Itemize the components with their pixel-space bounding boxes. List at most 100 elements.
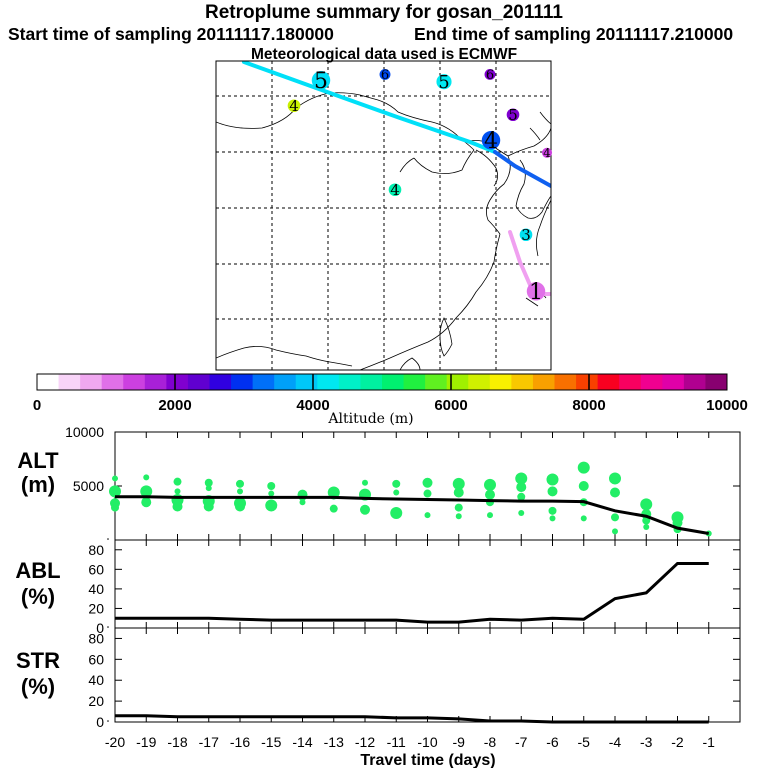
colorbar-cell (231, 374, 254, 390)
x-axis-label: Travel time (days) (360, 752, 495, 768)
altitude-point (518, 510, 525, 516)
panel-ylabel: ABL (15, 558, 60, 583)
altitude-point (484, 478, 496, 491)
colorbar-cell (554, 374, 577, 390)
trajectory-marker (287, 99, 301, 113)
colorbar-cell (640, 374, 663, 390)
altitude-point (423, 489, 432, 498)
chart-title: Retroplume summary for gosan_201111 (205, 2, 563, 23)
trajectory-marker (519, 228, 533, 242)
altitude-point (235, 501, 245, 512)
x-tick-label: -16 (230, 734, 250, 750)
altitude-point (390, 507, 403, 519)
colorbar-cell (446, 374, 469, 390)
x-tick-label: -13 (324, 734, 344, 750)
colorbar-cell (101, 374, 124, 390)
y-tick-label: 60 (88, 651, 104, 667)
trajectory-marker (436, 74, 452, 90)
map-frame (215, 60, 552, 371)
y-tick-label: 80 (88, 630, 104, 646)
panel-ylabel: (%) (21, 584, 55, 609)
trajectory-label: 4 (484, 129, 498, 154)
panel-frame (114, 627, 741, 723)
altitude-point (265, 499, 278, 512)
colorbar-tick-label: 6000 (434, 397, 467, 414)
map-gridlines (216, 61, 551, 370)
altitude-point (577, 461, 590, 474)
trajectory-label: 6 (381, 68, 389, 83)
trajectory-label: 4 (543, 146, 551, 160)
colorbar-cell (317, 374, 340, 390)
altitude-point (422, 477, 433, 488)
trajectory-label: 3 (521, 226, 531, 244)
x-tick-label: -11 (387, 734, 406, 750)
trajectory-marker (541, 147, 553, 158)
x-tick-label: -14 (292, 734, 312, 750)
x-tick-label: -12 (355, 734, 375, 750)
x-tick-label: -18 (167, 734, 187, 750)
altitude-point (487, 512, 493, 519)
altitude-point (453, 487, 464, 498)
trajectory-marker (388, 183, 402, 197)
altitude-point (299, 499, 306, 506)
trajectory-label: 5 (314, 69, 328, 94)
colorbar-cell (123, 374, 146, 390)
panel-frame (114, 539, 741, 629)
colorbar-tick-label: 2000 (158, 397, 191, 414)
origin-marker (107, 720, 109, 722)
x-tick-label: -10 (417, 734, 437, 750)
altitude-point (392, 479, 401, 488)
trajectory-path-blue (493, 150, 551, 188)
colorbar-cell (338, 374, 361, 390)
colorbar-cell (576, 374, 599, 390)
colorbar-label: Altitude (m) (327, 411, 413, 427)
altitude-point (424, 512, 431, 519)
x-tick-label: -2 (671, 734, 684, 750)
trajectory-marker (526, 282, 546, 301)
panel-ylabel: (%) (21, 674, 55, 699)
panel-str: STR(%) 80 60 40 20 0 (16, 627, 741, 730)
x-tick-label: -20 (105, 734, 125, 750)
trajectory-label: 6 (486, 68, 494, 83)
colorbar-cell (511, 374, 534, 390)
colorbar-cell (187, 374, 210, 390)
altitude-point (109, 485, 121, 498)
colorbar-cell (468, 374, 491, 390)
altitude-point (360, 504, 370, 515)
x-tick-label: -6 (546, 734, 559, 750)
trajectory-marker (379, 68, 391, 80)
colorbar-cell (403, 374, 426, 390)
colorbar-cells (37, 374, 728, 390)
altitude-point (174, 488, 181, 495)
altitude-point (140, 485, 153, 498)
altitude-point (643, 524, 650, 531)
x-tick-label: -3 (640, 734, 653, 750)
altitude-point (203, 501, 214, 512)
colorbar-cell (274, 374, 297, 390)
altitude-point (452, 477, 465, 490)
altitude-point (515, 472, 528, 485)
colorbar-cell (597, 374, 620, 390)
y-tick-label: 0 (96, 714, 104, 730)
altitude-point (205, 485, 212, 492)
altitude-point (454, 503, 463, 512)
altitude-point (580, 515, 587, 522)
colorbar-tick-label: 8000 (572, 397, 605, 414)
trajectory-marker (506, 108, 520, 122)
altitude-point (547, 486, 558, 497)
y-tick-label: 20 (88, 693, 104, 709)
colorbar-cell (382, 374, 405, 390)
trajectory-label: 4 (289, 97, 299, 115)
x-tick-label: -17 (199, 734, 219, 750)
trajectory-label: 4 (390, 181, 400, 199)
altitude-point (267, 482, 276, 490)
altitude-point (517, 492, 526, 501)
altitude-point (672, 517, 683, 528)
colorbar-cell (619, 374, 642, 390)
colorbar-cell (532, 374, 555, 390)
x-tick-label: -15 (261, 734, 281, 750)
altitude-point (111, 503, 119, 512)
x-axis: -20 -19 -18 -17 -16 -15 -14 -13 -12 -11 -10 -9 -8 -7 -… (105, 734, 715, 768)
